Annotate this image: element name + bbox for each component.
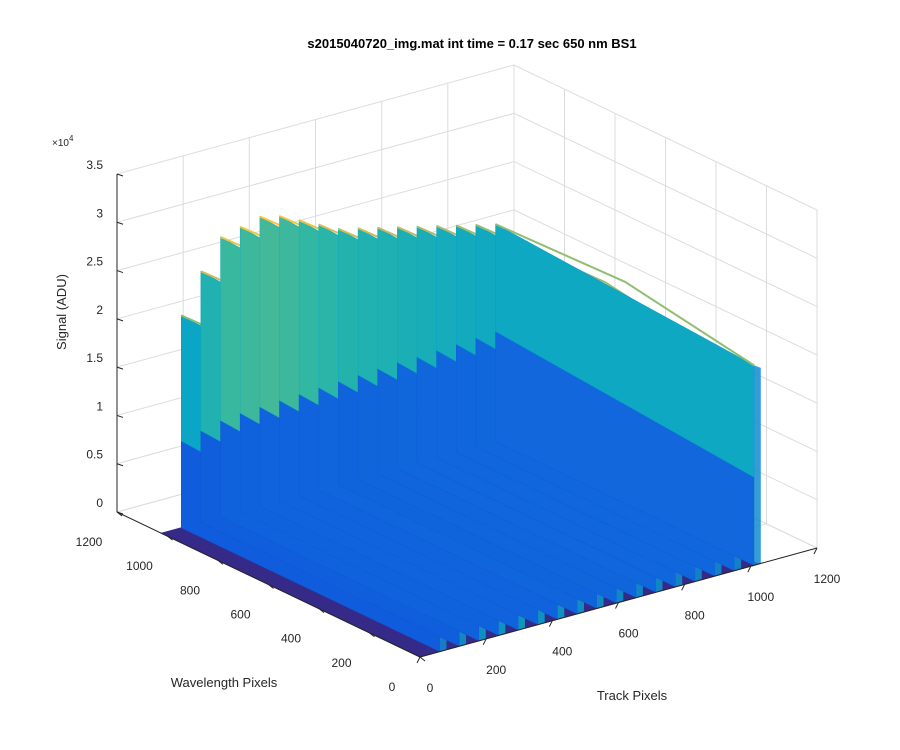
x-axis-label: Track Pixels xyxy=(597,688,668,703)
x-tick-5: 1000 xyxy=(747,590,774,604)
z-tick-5: 2.5 xyxy=(86,255,103,269)
z-tick-4: 2 xyxy=(96,303,103,317)
grid-z-6 xyxy=(116,112,818,259)
y-tick-0: 0 xyxy=(389,680,396,694)
z-tick-mark-2 xyxy=(116,414,124,418)
z-exponent-label: ×104 xyxy=(52,134,74,149)
x-tick-3: 600 xyxy=(618,627,638,641)
y-tick-2: 400 xyxy=(281,632,301,646)
stripe-16 xyxy=(495,223,761,566)
x-tick-0: 0 xyxy=(427,681,434,695)
z-tick-3: 1.5 xyxy=(86,351,103,365)
z-exponent-power: 4 xyxy=(69,134,74,143)
z-tick-1: 0.5 xyxy=(86,448,103,462)
x-tick-6: 1200 xyxy=(814,572,841,586)
x-tick-1: 200 xyxy=(486,663,506,677)
z-tick-6: 3 xyxy=(96,206,103,220)
z-tick-mark-7 xyxy=(116,173,124,177)
y-tick-mark-2 xyxy=(318,608,325,614)
y-tick-5: 1000 xyxy=(126,559,153,573)
x-tick-mark-3 xyxy=(615,602,619,609)
z-tick-mark-4 xyxy=(116,318,124,322)
x-tick-mark-4 xyxy=(681,584,686,591)
x-tick-2: 400 xyxy=(552,645,572,659)
y-axis-label: Wavelength Pixels xyxy=(171,675,278,690)
x-tick-mark-1 xyxy=(482,638,487,646)
grid-z-7 xyxy=(116,64,818,211)
y-tick-mark-0 xyxy=(419,656,426,662)
stripe-16-edge xyxy=(754,365,761,566)
tick-labels: 0200400600800100012000200400600800100012… xyxy=(76,158,841,695)
z-axis-label: Signal (ADU) xyxy=(54,274,69,350)
stripe-16-crest xyxy=(495,223,755,367)
x-tick-mark-6 xyxy=(813,547,818,555)
z-tick-mark-0 xyxy=(116,511,124,515)
x-tick-mark-2 xyxy=(548,620,553,627)
y-tick-mark-3 xyxy=(268,584,274,589)
y-tick-mark-1 xyxy=(369,632,375,638)
chart-title: s2015040720_img.mat int time = 0.17 sec … xyxy=(307,36,636,51)
z-exponent-base: ×10 xyxy=(52,138,69,149)
z-tick-mark-6 xyxy=(116,221,124,225)
y-tick-mark-4 xyxy=(217,559,224,565)
y-tick-1: 200 xyxy=(331,656,351,670)
x-tick-mark-0 xyxy=(416,656,421,664)
y-tick-mark-5 xyxy=(167,535,173,541)
z-tick-0: 0 xyxy=(96,496,103,510)
axes xyxy=(116,173,818,664)
surface xyxy=(159,215,761,658)
y-tick-4: 800 xyxy=(180,583,200,597)
z-tick-mark-1 xyxy=(116,463,124,467)
z-tick-mark-3 xyxy=(116,366,124,370)
x-tick-4: 800 xyxy=(685,608,705,622)
z-tick-7: 3.5 xyxy=(86,158,103,172)
y-tick-6: 1200 xyxy=(76,535,103,549)
z-tick-mark-5 xyxy=(116,270,124,274)
z-tick-2: 1 xyxy=(96,399,103,413)
x-tick-mark-5 xyxy=(747,565,752,573)
y-tick-3: 600 xyxy=(230,608,250,622)
